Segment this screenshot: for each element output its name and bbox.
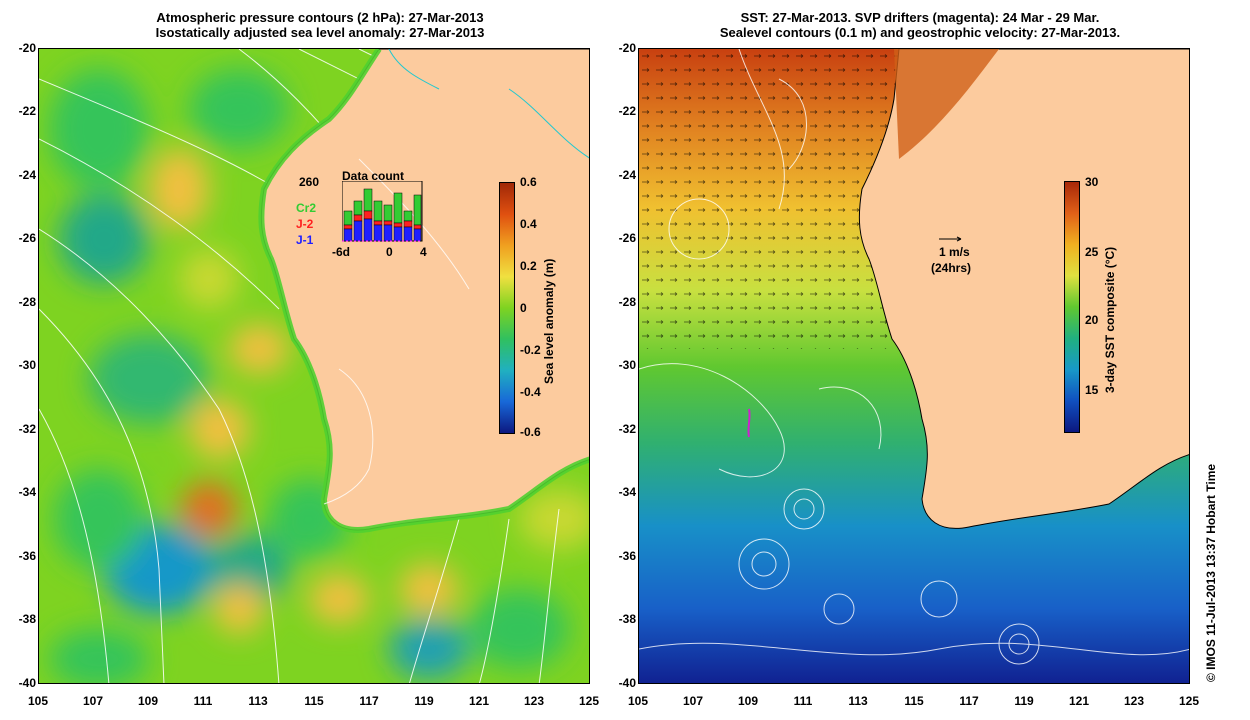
right-ytick: -34 — [618, 485, 636, 499]
left-ytick: -28 — [18, 295, 36, 309]
left-xtick: 105 — [27, 694, 49, 708]
data-count-bars — [342, 181, 423, 242]
sla-tick-neg0.6: -0.6 — [520, 425, 541, 439]
sst-colorbar — [1064, 181, 1080, 433]
right-ytick: -30 — [618, 358, 636, 372]
left-title-line2: Isostatically adjusted sea level anomaly… — [155, 25, 485, 40]
sla-map-graphic — [39, 49, 589, 683]
right-xtick: 117 — [959, 694, 979, 708]
left-xtick: 115 — [304, 694, 324, 708]
velocity-scale-sublabel: (24hrs) — [931, 261, 972, 275]
sla-tick-0.4: 0.4 — [520, 217, 537, 231]
left-xtick: 125 — [578, 694, 600, 708]
right-ytick: -36 — [618, 549, 636, 563]
left-ytick: -30 — [18, 358, 36, 372]
right-xtick: 123 — [1123, 694, 1145, 708]
right-title-line1: SST: 27-Mar-2013. SVP drifters (magenta)… — [740, 10, 1100, 25]
right-ytick: -38 — [618, 612, 636, 626]
left-ytick: -32 — [18, 422, 36, 436]
sst-map[interactable]: 1 m/s (24hrs) 30 25 20 15 3-day SST comp… — [638, 48, 1190, 684]
left-xtick: 123 — [523, 694, 545, 708]
left-xtick: 121 — [468, 694, 490, 708]
sst-map-graphic — [639, 49, 1189, 683]
right-xtick: 119 — [1014, 694, 1034, 708]
right-xtick: 125 — [1178, 694, 1200, 708]
sla-colorbar — [499, 182, 515, 434]
data-count-max-label: 260 — [299, 175, 320, 189]
left-xtick: 107 — [82, 694, 104, 708]
right-xtick: 109 — [737, 694, 759, 708]
left-map-title: Atmospheric pressure contours (2 hPa): 2… — [40, 10, 600, 40]
right-xtick: 115 — [904, 694, 924, 708]
right-ytick: -24 — [618, 168, 636, 182]
left-xtick: 113 — [248, 694, 268, 708]
left-ytick: -22 — [18, 104, 36, 118]
data-count-title: Data count — [342, 169, 405, 183]
sla-tick-neg0.2: -0.2 — [520, 343, 541, 357]
right-map-title: SST: 27-Mar-2013. SVP drifters (magenta)… — [640, 10, 1200, 40]
series-label-j1: J-1 — [296, 233, 314, 247]
left-xtick: 119 — [414, 694, 434, 708]
imos-credit: © IMOS 11-Jul-2013 13:37 Hobart Time — [1204, 463, 1218, 682]
left-ytick: -38 — [18, 612, 36, 626]
right-ytick: -20 — [618, 41, 636, 55]
sst-tick-20: 20 — [1085, 313, 1099, 327]
right-ytick: -40 — [618, 676, 636, 690]
left-ytick: -40 — [18, 676, 36, 690]
sla-tick-neg0.4: -0.4 — [520, 385, 541, 399]
sla-colorbar-label: Sea level anomaly (m) — [542, 258, 556, 384]
left-xtick: 117 — [359, 694, 379, 708]
right-title-line2: Sealevel contours (0.1 m) and geostrophi… — [719, 25, 1121, 40]
right-xtick: 121 — [1068, 694, 1090, 708]
right-xtick: 113 — [848, 694, 868, 708]
right-ytick: -26 — [618, 231, 636, 245]
left-ytick: -20 — [18, 41, 36, 55]
right-ytick: -22 — [618, 104, 636, 118]
velocity-scale-label: 1 m/s — [939, 245, 970, 259]
left-ytick: -24 — [18, 168, 36, 182]
left-title-line1: Atmospheric pressure contours (2 hPa): 2… — [156, 10, 484, 25]
right-ytick: -28 — [618, 295, 636, 309]
inset-xtick-start: -6d — [332, 245, 350, 259]
right-xtick: 105 — [627, 694, 649, 708]
series-label-j2: J-2 — [296, 217, 314, 231]
sea-level-anomaly-map[interactable]: Data count 260 Cr2 J-2 J-1 -6d 0 4 0.6 0… — [38, 48, 590, 684]
sla-tick-0.2: 0.2 — [520, 259, 537, 273]
right-xtick: 107 — [682, 694, 704, 708]
sst-tick-15: 15 — [1085, 383, 1099, 397]
left-ytick: -26 — [18, 231, 36, 245]
sst-tick-25: 25 — [1085, 245, 1099, 259]
left-ytick: -36 — [18, 549, 36, 563]
inset-xtick-zero: 0 — [386, 245, 393, 259]
sla-tick-0.6: 0.6 — [520, 175, 537, 189]
sla-tick-0: 0 — [520, 301, 527, 315]
sst-colorbar-label: 3-day SST composite (°C) — [1103, 246, 1117, 393]
left-xtick: 109 — [137, 694, 159, 708]
data-count-inset: Data count 260 Cr2 J-2 J-1 -6d 0 4 — [294, 169, 434, 269]
inset-xtick-end: 4 — [420, 245, 427, 259]
right-xtick: 111 — [793, 694, 813, 708]
sst-tick-30: 30 — [1085, 175, 1099, 189]
left-xtick: 111 — [193, 694, 213, 708]
series-label-cr2: Cr2 — [296, 201, 317, 215]
right-ytick: -32 — [618, 422, 636, 436]
left-ytick: -34 — [18, 485, 36, 499]
